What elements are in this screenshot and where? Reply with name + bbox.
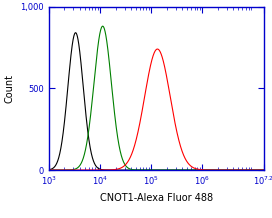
Y-axis label: Count: Count (5, 74, 15, 103)
X-axis label: CNOT1-Alexa Fluor 488: CNOT1-Alexa Fluor 488 (100, 193, 213, 203)
